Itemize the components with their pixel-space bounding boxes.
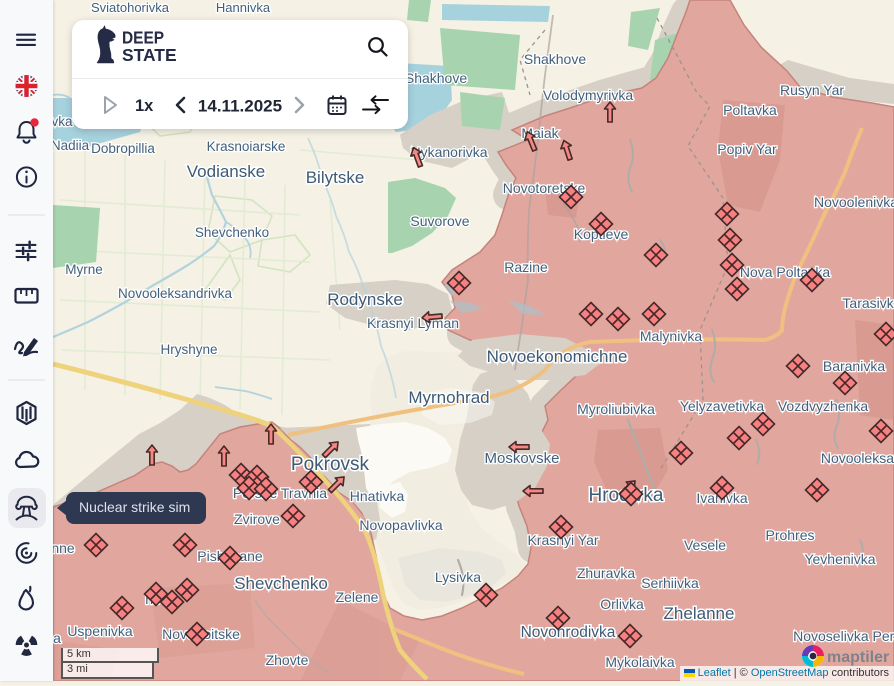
svg-text:1x: 1x <box>135 97 154 115</box>
svg-text:vka: vka <box>51 114 73 129</box>
svg-text:DEEP: DEEP <box>122 27 164 47</box>
svg-text:Sviatohorivka: Sviatohorivka <box>91 0 170 15</box>
svg-text:Krasnyi Lyman: Krasnyi Lyman <box>367 315 459 331</box>
svg-text:Yelyzavetivka: Yelyzavetivka <box>680 398 765 414</box>
svg-text:Shakhove: Shakhove <box>405 70 467 86</box>
svg-text:Vodianske: Vodianske <box>187 162 265 181</box>
svg-text:Shevchenko: Shevchenko <box>195 225 269 240</box>
svg-text:Rusyn Yar: Rusyn Yar <box>780 82 844 98</box>
svg-text:Mykolaivka: Mykolaivka <box>605 654 674 670</box>
svg-text:Zhelanne: Zhelanne <box>664 604 735 623</box>
svg-text:Bilytske: Bilytske <box>306 168 365 187</box>
svg-text:Hnativka: Hnativka <box>350 488 405 504</box>
svg-text:Popiv Yar: Popiv Yar <box>717 141 777 157</box>
svg-text:Nykanorivka: Nykanorivka <box>410 144 487 160</box>
svg-text:Hryshyne: Hryshyne <box>160 342 217 357</box>
svg-text:Moskovske: Moskovske <box>484 450 559 467</box>
svg-text:STATE: STATE <box>122 45 177 65</box>
svg-text:Zhuravka: Zhuravka <box>577 565 636 581</box>
svg-text:Novooleksandrivka: Novooleksandrivka <box>118 286 233 301</box>
svg-text:Zhovte: Zhovte <box>266 652 309 668</box>
svg-text:Myroliubivka: Myroliubivka <box>577 401 655 417</box>
svg-text:Novopavlivka: Novopavlivka <box>359 517 442 533</box>
svg-text:14.11.2025: 14.11.2025 <box>198 97 282 116</box>
svg-text:nne: nne <box>51 540 75 556</box>
svg-text:Volodymyrivka: Volodymyrivka <box>543 87 633 103</box>
svg-text:Yevhenivka: Yevhenivka <box>804 551 875 567</box>
svg-text:Novoselivka Persha: Novoselivka Persha <box>793 628 894 644</box>
svg-text:Razine: Razine <box>504 259 548 275</box>
svg-text:Malynivka: Malynivka <box>640 328 702 344</box>
svg-text:Tarasivka: Tarasivka <box>842 295 894 311</box>
svg-text:Novoolenivka: Novoolenivka <box>814 194 894 210</box>
svg-text:Dobropillia: Dobropillia <box>91 141 155 156</box>
svg-text:Nadiia: Nadiia <box>51 138 90 153</box>
svg-text:Suvorove: Suvorove <box>410 213 469 229</box>
svg-text:Hannivka: Hannivka <box>216 0 271 15</box>
svg-text:Myrne: Myrne <box>65 262 103 277</box>
svg-text:Krasnoiarske: Krasnoiarske <box>207 139 286 154</box>
svg-text:Orlivka: Orlivka <box>600 596 644 612</box>
svg-text:maptiler: maptiler <box>827 649 889 666</box>
svg-text:Zelene: Zelene <box>336 589 379 605</box>
svg-text:Vesele: Vesele <box>684 537 726 553</box>
svg-text:Pokrovsk: Pokrovsk <box>291 454 370 475</box>
svg-text:Zvirove: Zvirove <box>234 511 280 527</box>
svg-text:Novoekonomichne: Novoekonomichne <box>487 347 628 366</box>
svg-text:Shevchenko: Shevchenko <box>234 574 328 593</box>
svg-text:Prohres: Prohres <box>765 527 814 543</box>
svg-text:Lysivka: Lysivka <box>435 569 481 585</box>
svg-text:Serhiivka: Serhiivka <box>641 575 699 591</box>
svg-text:Poltavka: Poltavka <box>723 102 777 118</box>
svg-text:a: a <box>53 630 61 646</box>
svg-text:Baranivka: Baranivka <box>823 358 885 374</box>
svg-text:Rodynske: Rodynske <box>327 290 403 309</box>
svg-text:Krasnyi Yar: Krasnyi Yar <box>527 532 598 548</box>
svg-text:Uspenivka: Uspenivka <box>67 623 133 639</box>
svg-text:Myrnohrad: Myrnohrad <box>408 388 489 407</box>
svg-text:Novooleksandrivka: Novooleksandrivka <box>821 450 894 466</box>
svg-text:Novohrodivka: Novohrodivka <box>521 624 616 641</box>
svg-text:Shakhove: Shakhove <box>524 51 586 67</box>
svg-text:Vozdvyzhenka: Vozdvyzhenka <box>778 398 868 414</box>
